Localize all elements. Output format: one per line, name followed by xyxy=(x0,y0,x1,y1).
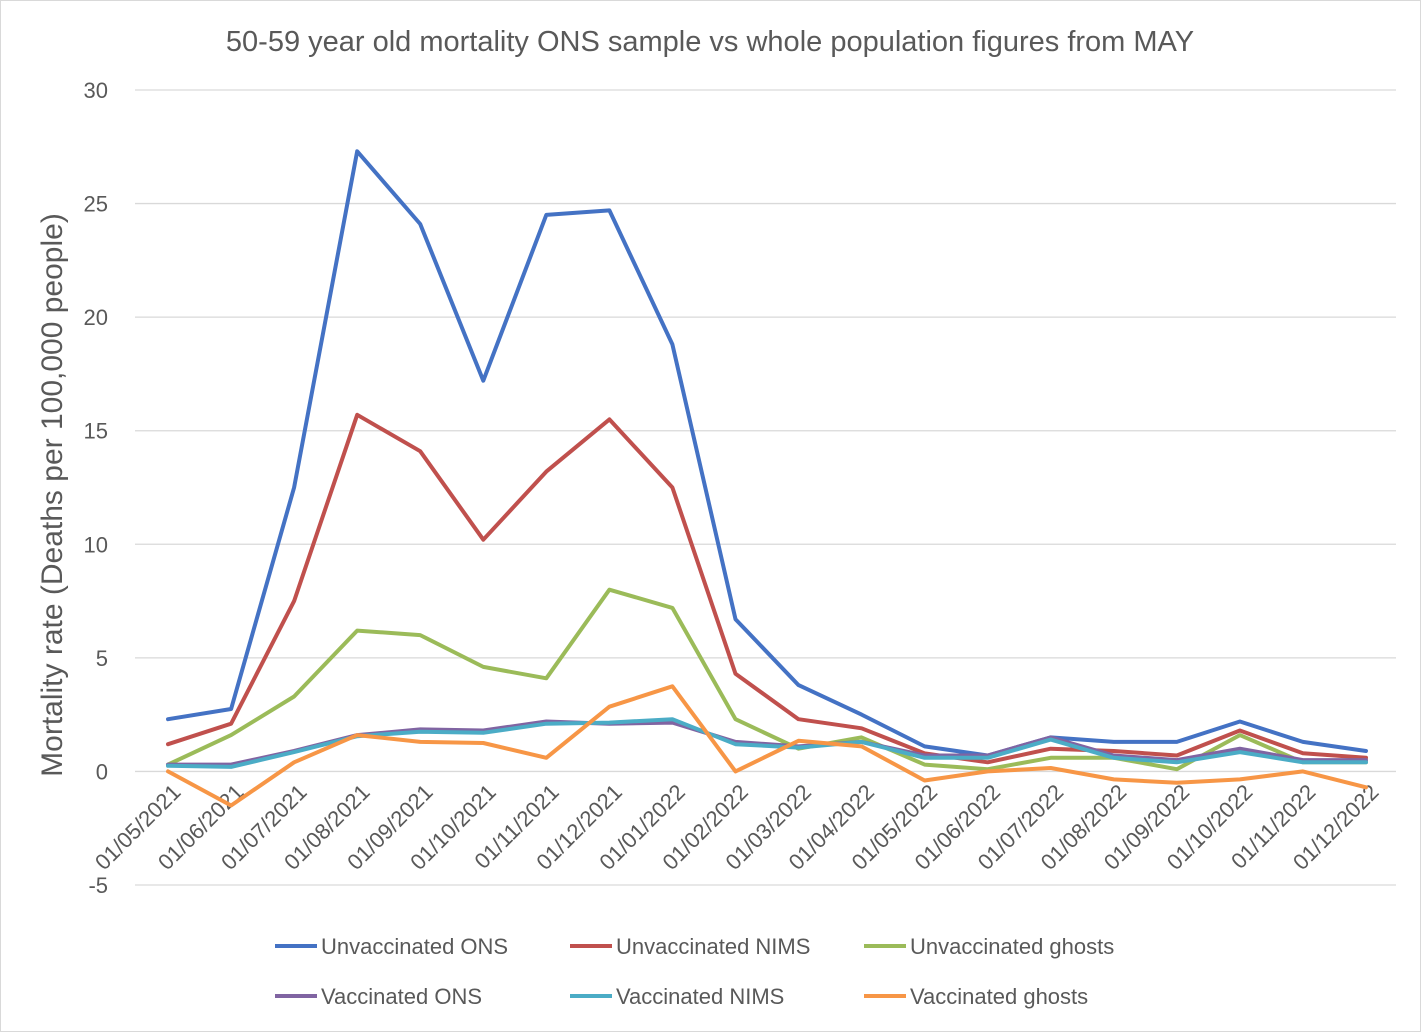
legend-label: Vaccinated ONS xyxy=(321,984,482,1009)
gridlines xyxy=(135,89,1396,886)
y-tick-label: 30 xyxy=(84,78,108,103)
y-tick-label: -5 xyxy=(88,873,108,898)
series-line-unvaccinated-nims xyxy=(166,412,1368,765)
legend-label: Unvaccinated ONS xyxy=(321,934,508,959)
y-axis-label: Mortality rate (Deaths per 100,000 peopl… xyxy=(36,213,69,777)
legend-item: Vaccinated ghosts xyxy=(864,984,1088,1009)
y-tick-label: 5 xyxy=(96,646,108,671)
y-tick-label: 25 xyxy=(84,192,108,217)
y-axis-ticks: -5 0 5 10 15 20 25 30 xyxy=(84,78,108,898)
legend: Unvaccinated ONS Unvaccinated NIMS Unvacci… xyxy=(275,934,1114,1009)
y-tick-label: 0 xyxy=(96,759,108,784)
legend-item: Unvaccinated NIMS xyxy=(570,934,810,959)
y-tick-label: 10 xyxy=(84,532,108,557)
legend-item: Unvaccinated ONS xyxy=(275,934,508,959)
legend-item: Vaccinated NIMS xyxy=(570,984,784,1009)
legend-label: Unvaccinated ghosts xyxy=(910,934,1114,959)
legend-item: Unvaccinated ghosts xyxy=(864,934,1114,959)
legend-label: Unvaccinated NIMS xyxy=(616,934,810,959)
legend-label: Vaccinated NIMS xyxy=(616,984,784,1009)
series-line-vaccinated-ghosts xyxy=(166,684,1368,808)
series-lines xyxy=(166,149,1368,808)
series-line-unvaccinated-ghosts xyxy=(166,587,1368,772)
y-tick-label: 15 xyxy=(84,419,108,444)
legend-label: Vaccinated ghosts xyxy=(910,984,1088,1009)
series-line-unvaccinated-ons xyxy=(166,149,1368,758)
y-tick-label: 20 xyxy=(84,305,108,330)
chart-title: 50-59 year old mortality ONS sample vs w… xyxy=(226,26,1194,58)
legend-item: Vaccinated ONS xyxy=(275,984,482,1009)
